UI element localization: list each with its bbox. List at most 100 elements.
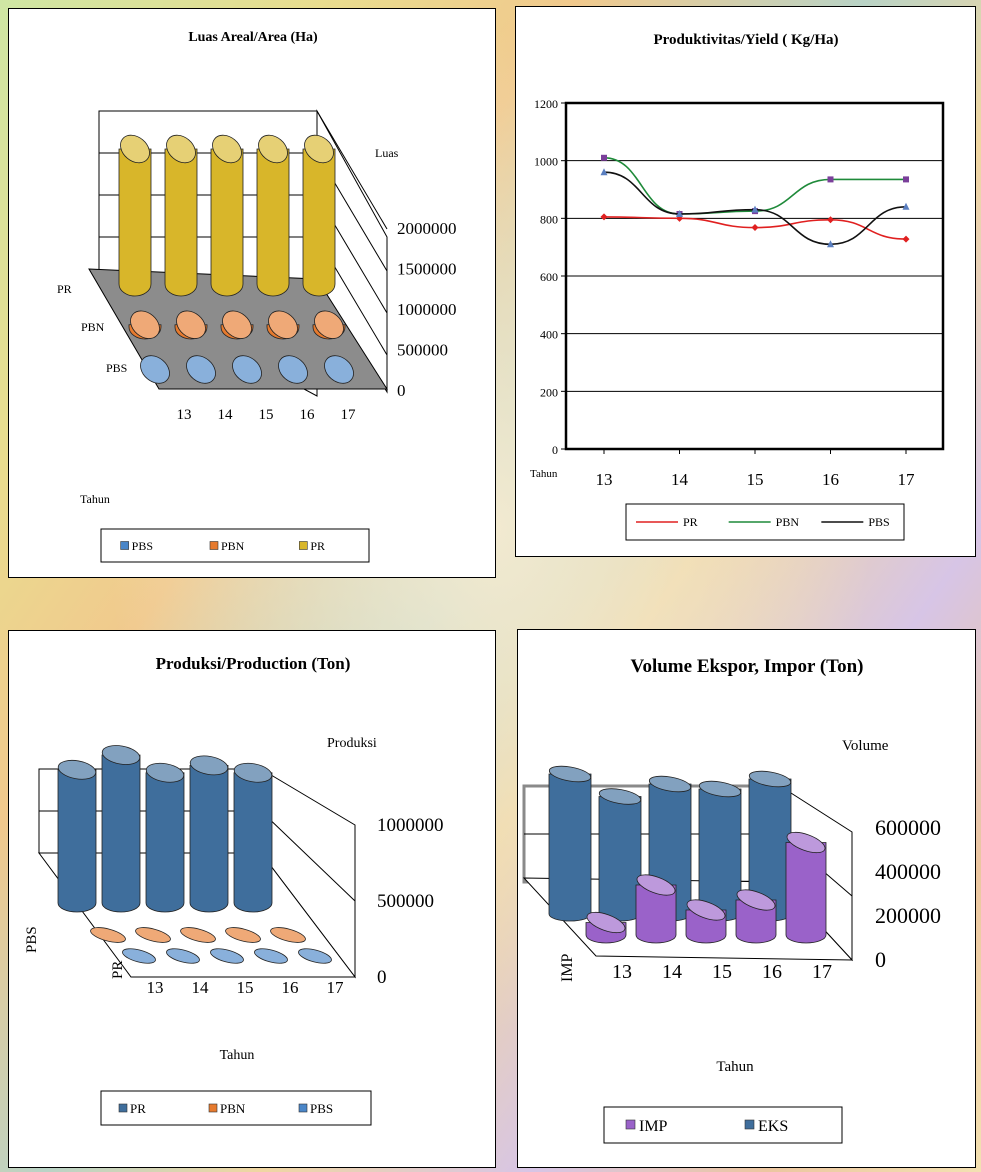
yield-y-tick-label: 600 <box>540 270 558 284</box>
vol-category-label: 17 <box>812 961 832 983</box>
prod-category-label: 13 <box>147 978 164 997</box>
area-chart-title: Luas Areal/Area (Ha) <box>188 30 318 45</box>
prod-chart-title: Produksi/Production (Ton) <box>156 654 351 673</box>
prod-z-tick-label: 0 <box>377 967 387 988</box>
vol-legend <box>603 1106 843 1144</box>
vol-bar-eks-0-body <box>548 773 592 922</box>
prod-axis-series-label: PR <box>110 961 126 979</box>
vol-z-tick-label: 0 <box>875 947 886 972</box>
prod-category-label: 15 <box>237 978 254 997</box>
prod-bar-pr-1-top <box>101 745 141 765</box>
prod-legend-swatch-2 <box>298 1103 308 1113</box>
vol-bar-eks-0-top <box>548 765 592 783</box>
yield-point-pbs-3 <box>827 240 834 248</box>
chart-area-panel: 0 500000 1000000 1500000 2000000 Luas PR PBN PBS… <box>8 8 496 578</box>
prod-axis-series-label: PBS <box>24 926 40 953</box>
area-side-gridline-3 <box>316 110 388 230</box>
yield-legend-label: PR <box>683 515 698 529</box>
yield-legend-label: PBN <box>776 515 800 529</box>
vol-z-tick-label: 600000 <box>875 815 941 840</box>
prod-bar-pbs-4-top <box>298 948 332 964</box>
volume-chart: Volume Ekspor, Impor (Ton) Volume 0 200000 4… <box>522 656 941 1144</box>
prod-z-axis-label: Produksi <box>327 736 377 751</box>
vol-z-axis-label: Volume <box>842 738 889 754</box>
yield-point-pr-3 <box>827 216 834 224</box>
production-chart: Produksi/Production (Ton) Produksi 0 500000… <box>24 654 444 1126</box>
area-legend <box>100 528 370 563</box>
area-category-label: 13 <box>177 407 192 423</box>
prod-legend-label: PBS <box>310 1101 333 1116</box>
yield-y-tick-label: 400 <box>540 328 558 342</box>
vol-bar-imp-1-body <box>635 884 677 944</box>
area-bar-pr-3-top <box>258 134 288 164</box>
prod-bar-pr-0-body <box>57 769 97 913</box>
yield-y-tick-label: 1200 <box>534 97 558 111</box>
area-category-label: 16 <box>300 407 316 423</box>
yield-legend-label: PBS <box>868 515 889 529</box>
vol-legend-label: IMP <box>639 1118 668 1135</box>
area-legend-swatch-0 <box>120 541 129 550</box>
prod-bar-pr-2-body <box>145 772 185 913</box>
prod-bar-pbn-1-top <box>135 927 171 943</box>
vol-bar-imp-1-top <box>636 874 676 896</box>
area-series-label: PBN <box>81 320 105 334</box>
area-chart: 0 500000 1000000 1500000 2000000 Luas PR PBN PBS… <box>57 30 457 563</box>
yield-chart: 0 200 400 600 800 1000 1200 13 14 15 16 17 Tahun Prod… <box>530 32 945 541</box>
prod-bar-pbs-0-top <box>122 948 156 964</box>
chart-volume-panel: Volume Ekspor, Impor (Ton) Volume 0 200000 4… <box>517 629 976 1168</box>
vol-bar-imp-2-top <box>686 899 726 921</box>
prod-legend-swatch-1 <box>208 1103 218 1113</box>
vol-category-label: 16 <box>762 961 782 983</box>
area-category-label: 17 <box>341 407 357 423</box>
prod-bar-pr-4-top <box>233 762 273 783</box>
vol-bar-eks-3-top <box>698 780 742 798</box>
prod-bar-pbn-2-top <box>180 927 216 943</box>
vol-category-label: 13 <box>612 961 632 983</box>
vol-legend-label: EKS <box>758 1118 788 1135</box>
prod-bar-pr-1-body <box>101 754 141 913</box>
vol-z-tick-label: 200000 <box>875 903 941 928</box>
area-z-tick-label: 1000000 <box>397 300 457 319</box>
yield-point-pr-2 <box>751 224 759 232</box>
prod-bar-pr-0-top <box>57 759 97 780</box>
area-z-tick-label: 1500000 <box>397 260 457 279</box>
yield-chart-title: Produktivitas/Yield ( Kg/Ha) <box>653 32 838 48</box>
prod-bar-pbs-2-top <box>210 948 244 964</box>
yield-point-pbs-2 <box>751 205 759 213</box>
area-bar-pbn-1-top <box>176 310 206 339</box>
vol-bar-eks-2-top <box>648 775 692 793</box>
prod-bar-pr-3-body <box>189 764 229 913</box>
area-bar-pr-4-body <box>302 148 336 297</box>
area-series-label: PR <box>57 282 72 296</box>
area-bar-pr-0-top <box>120 134 150 164</box>
area-z-axis-label: Luas <box>375 146 399 160</box>
prod-legend-label: PBN <box>220 1101 246 1116</box>
yield-point-pbn-0 <box>601 154 607 161</box>
vol-axis-series-label: IMP <box>559 953 576 982</box>
yield-x-tick-label: 15 <box>747 470 764 489</box>
vol-bar-imp-4-top <box>786 831 826 854</box>
prod-bar-pr-4-body <box>233 772 273 913</box>
area-bar-pbn-0-top <box>130 310 160 339</box>
vol-chart-title: Volume Ekspor, Impor (Ton) <box>630 656 863 677</box>
chart-yield-panel: 0 200 400 600 800 1000 1200 13 14 15 16 17 Tahun Prod… <box>515 6 976 557</box>
vol-bar-eks-4-top <box>748 770 792 788</box>
area-z-tick-label: 500000 <box>397 341 448 360</box>
yield-x-axis-label: Tahun <box>530 468 558 480</box>
yield-point-pr-0 <box>600 213 608 221</box>
area-bar-pr-0-body <box>118 148 152 297</box>
area-bar-pr-1-body <box>164 148 198 297</box>
area-z-tick-label: 0 <box>397 381 406 400</box>
yield-x-tick-label: 13 <box>596 470 613 489</box>
prod-legend-swatch-0 <box>118 1103 128 1113</box>
area-bar-pbn-2-top <box>222 310 252 339</box>
area-category-label: 14 <box>218 407 234 423</box>
prod-bar-pbn-3-top <box>225 927 261 943</box>
vol-category-label: 14 <box>662 961 682 983</box>
yield-point-pbs-4 <box>902 202 910 210</box>
area-legend-label: PBN <box>221 539 245 553</box>
area-bar-pbn-4-top <box>314 310 344 339</box>
vol-legend-swatch-0 <box>625 1119 636 1130</box>
area-legend-label: PBS <box>132 539 153 553</box>
area-bar-pbn-3-top <box>268 310 298 339</box>
